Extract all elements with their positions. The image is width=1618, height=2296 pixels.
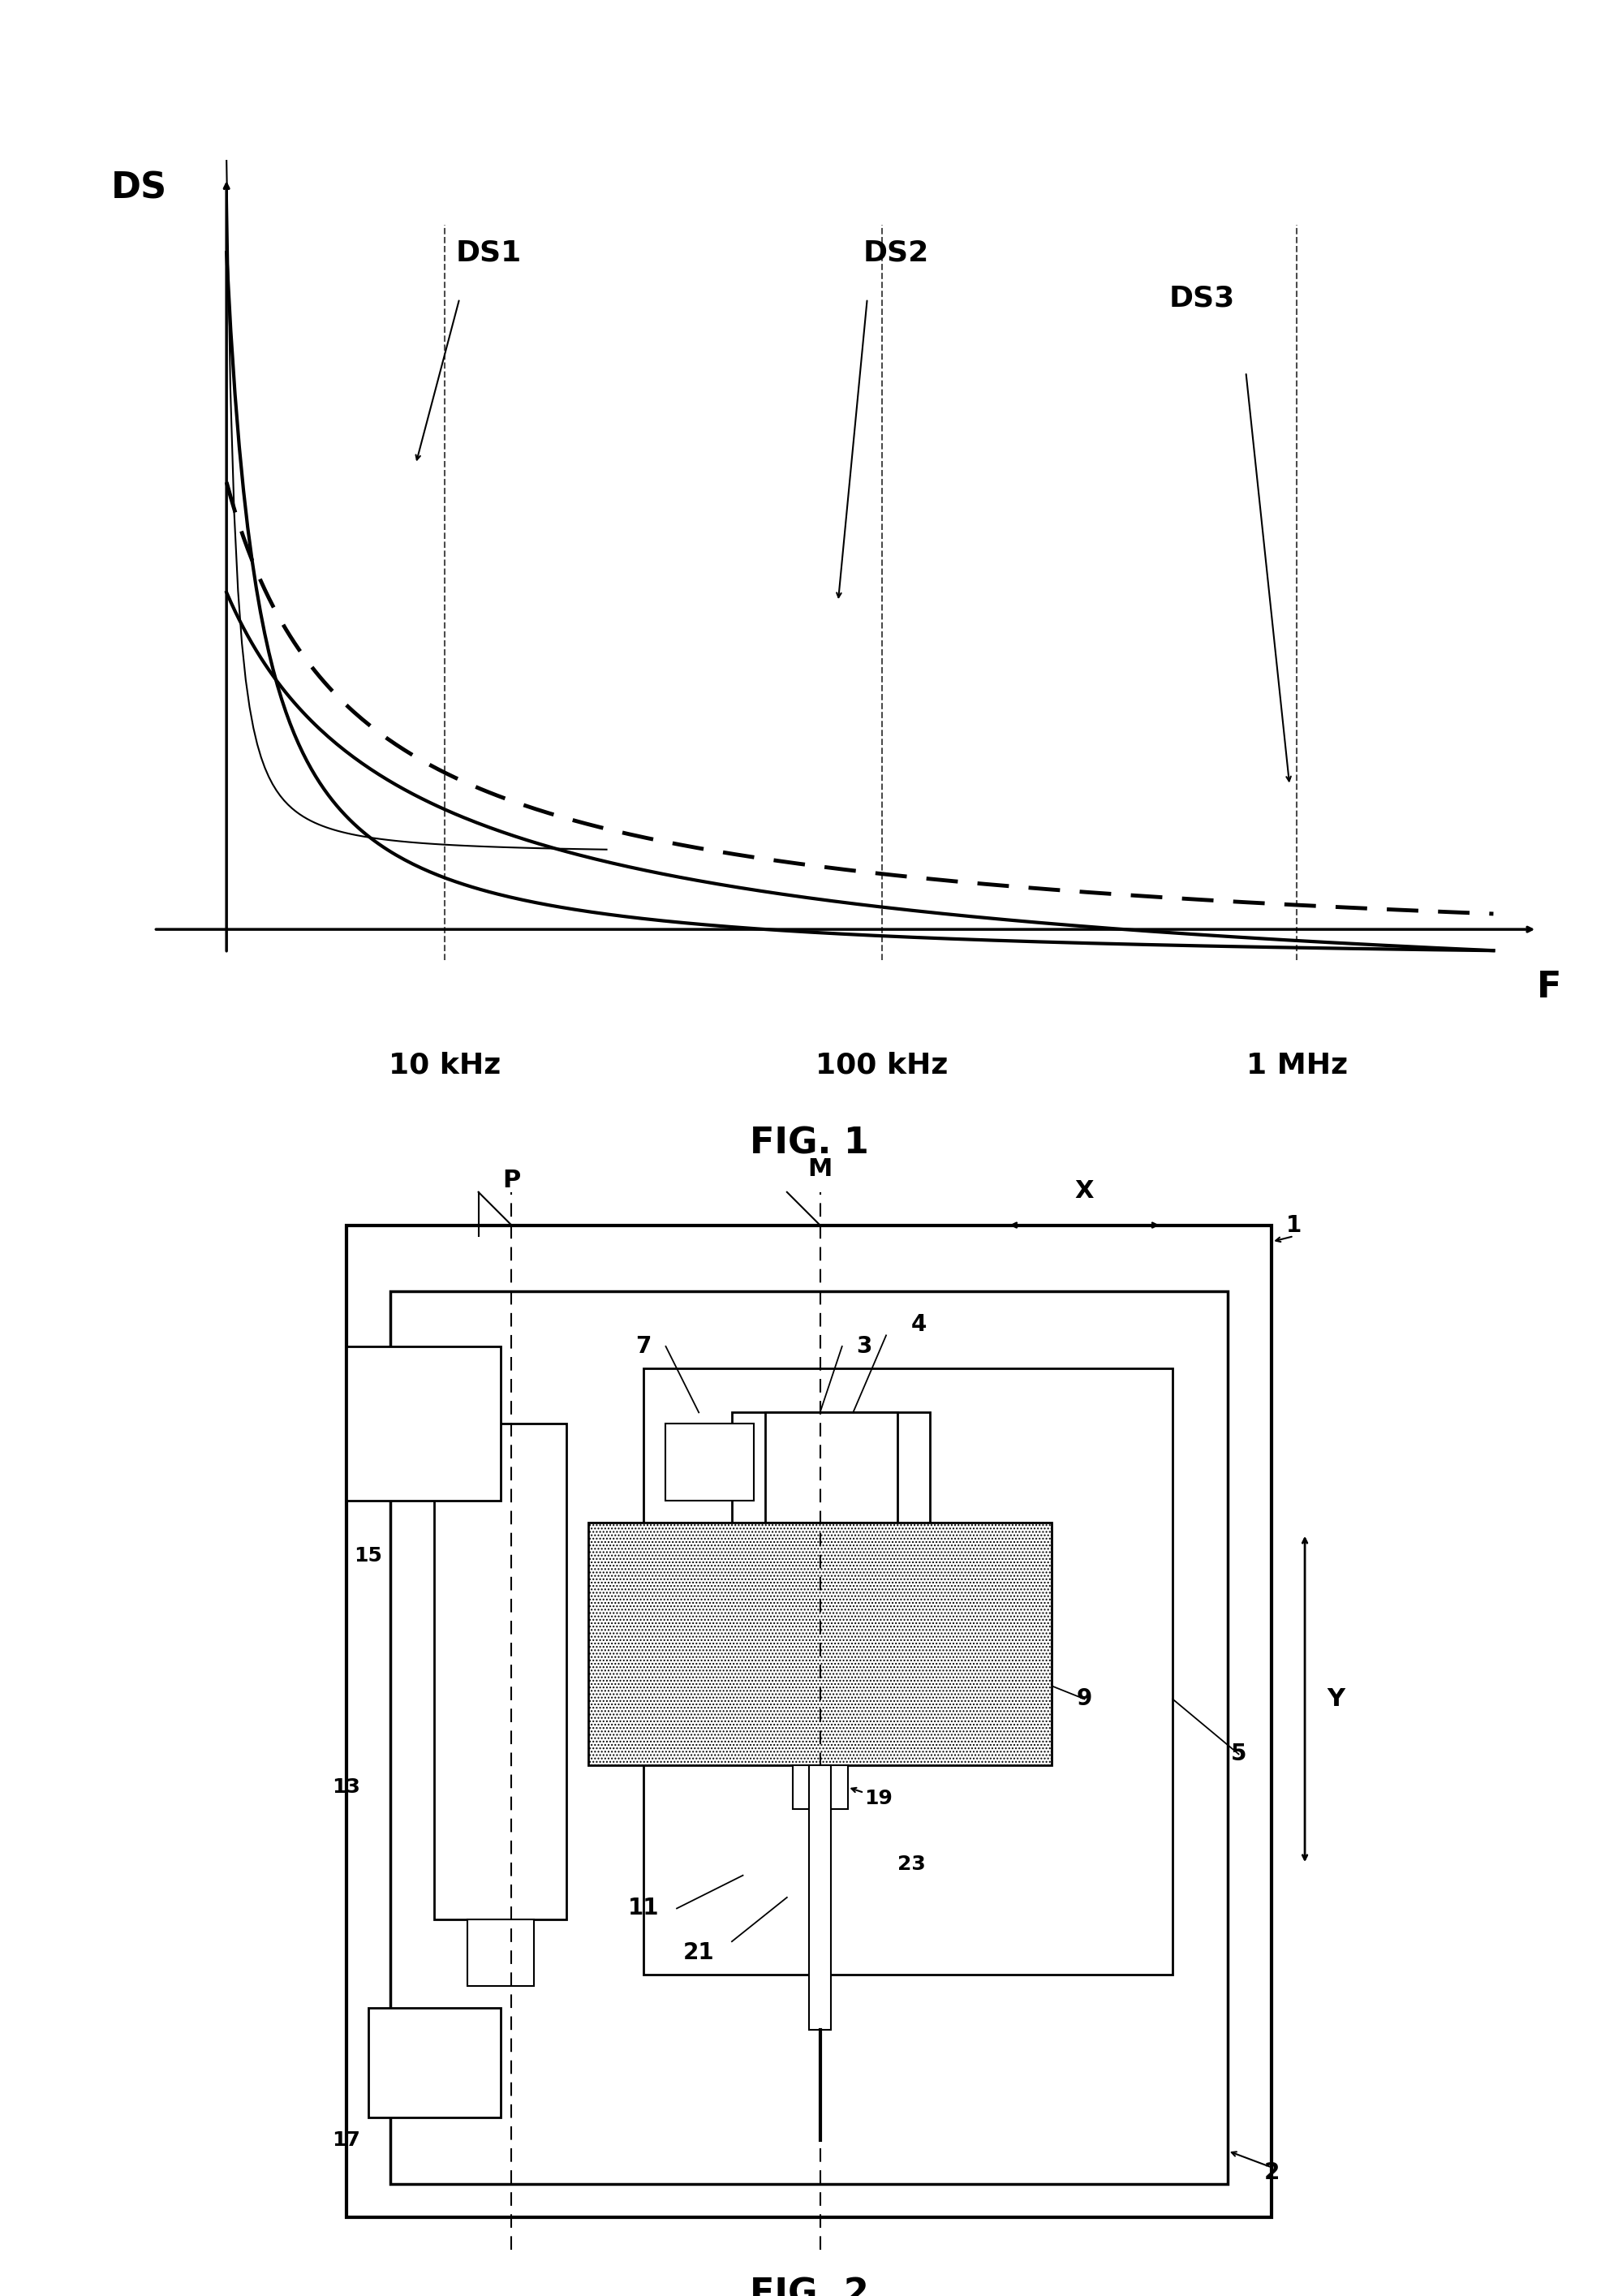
Bar xyxy=(369,2007,500,2117)
Text: 4: 4 xyxy=(911,1313,927,1336)
Text: 3: 3 xyxy=(856,1334,872,1357)
Text: X: X xyxy=(1074,1180,1094,1203)
Text: Y: Y xyxy=(1327,1688,1345,1711)
Text: 17: 17 xyxy=(332,2131,361,2149)
Text: 10 kHz: 10 kHz xyxy=(388,1052,502,1079)
Bar xyxy=(665,1424,754,1502)
Bar xyxy=(346,1345,500,1502)
Text: M: M xyxy=(807,1157,832,1180)
Text: F: F xyxy=(1537,969,1561,1006)
Text: DS1: DS1 xyxy=(456,239,521,266)
Text: 100 kHz: 100 kHz xyxy=(815,1052,948,1079)
Text: DS: DS xyxy=(112,170,167,207)
Bar xyxy=(731,1412,930,1545)
Bar xyxy=(793,1766,848,1809)
Bar xyxy=(809,1766,832,2030)
Text: 11: 11 xyxy=(628,1896,660,1919)
Text: 23: 23 xyxy=(896,1855,925,1874)
Text: 5: 5 xyxy=(1231,1743,1246,1766)
Text: 7: 7 xyxy=(636,1334,652,1357)
Bar xyxy=(589,1522,1052,1766)
Text: DS3: DS3 xyxy=(1170,285,1235,312)
Text: 21: 21 xyxy=(683,1940,715,1963)
Text: DS2: DS2 xyxy=(864,239,929,266)
Bar xyxy=(390,1290,1228,2183)
Text: FIG. 2: FIG. 2 xyxy=(749,2278,869,2296)
Bar xyxy=(346,1226,1272,2218)
Text: FIG. 1: FIG. 1 xyxy=(749,1125,869,1162)
Bar xyxy=(434,1424,566,1919)
Bar xyxy=(468,1919,534,1986)
Bar xyxy=(644,1368,1173,1975)
Text: 19: 19 xyxy=(864,1789,893,1807)
Text: 1 MHz: 1 MHz xyxy=(1246,1052,1348,1079)
Text: 13: 13 xyxy=(332,1777,361,1798)
Text: P: P xyxy=(503,1169,521,1192)
Text: 15: 15 xyxy=(354,1545,382,1566)
Text: 2: 2 xyxy=(1264,2161,1280,2183)
Text: 9: 9 xyxy=(1076,1688,1092,1711)
Bar xyxy=(765,1412,896,1522)
Text: 1: 1 xyxy=(1286,1215,1301,1238)
